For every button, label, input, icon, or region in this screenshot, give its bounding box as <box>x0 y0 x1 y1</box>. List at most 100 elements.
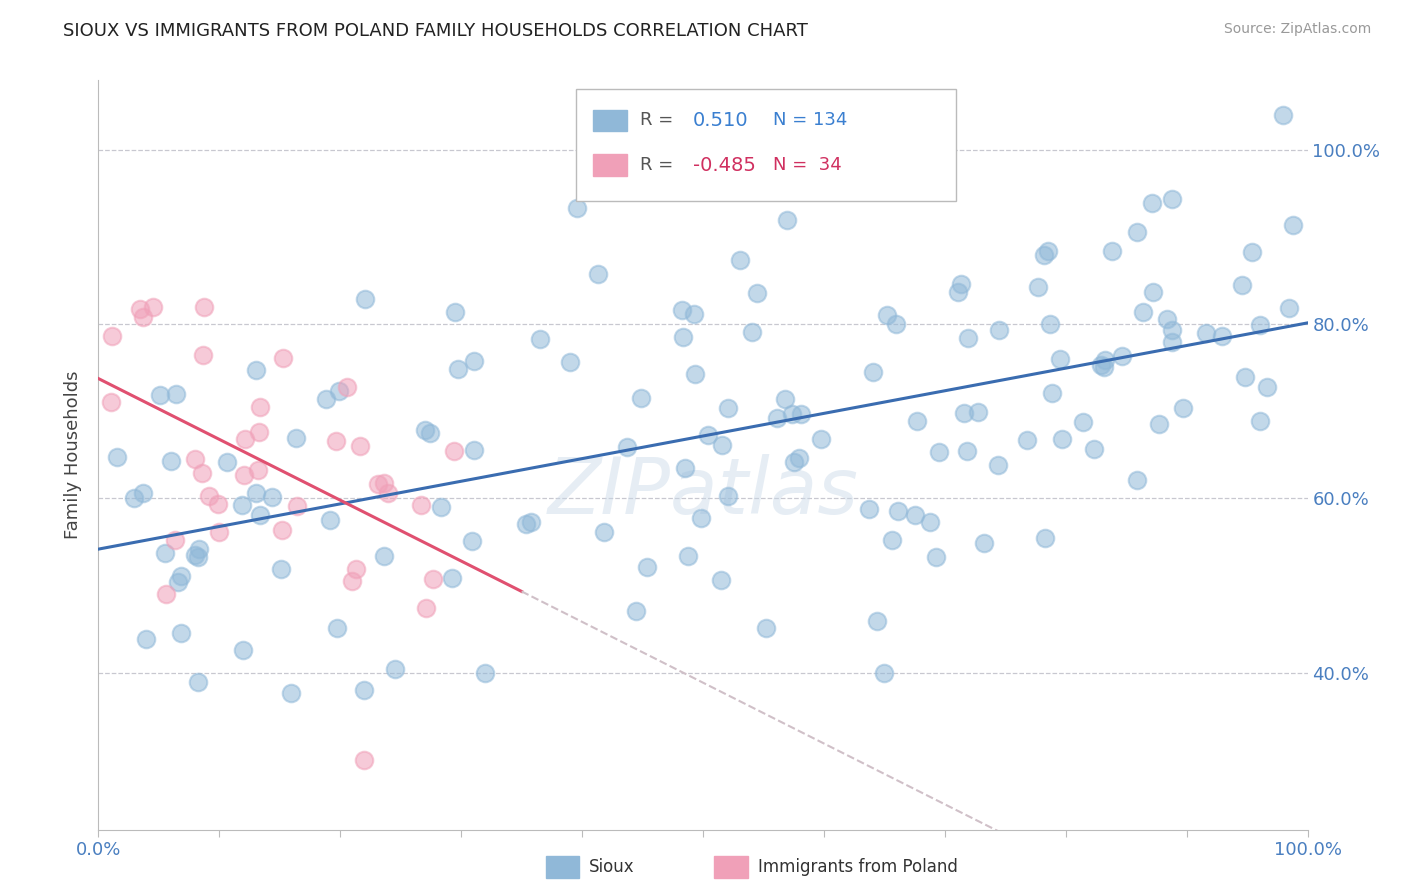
Point <box>429 500 451 515</box>
Y-axis label: Family Households: Family Households <box>65 371 83 539</box>
Point <box>689 510 711 524</box>
Point <box>443 305 465 319</box>
Point <box>866 614 889 628</box>
Point <box>249 508 271 523</box>
Text: R =: R = <box>640 112 679 129</box>
Point <box>319 513 342 527</box>
Point <box>683 368 706 382</box>
Point <box>697 428 720 442</box>
Point <box>132 310 155 325</box>
Point <box>273 351 295 365</box>
Point <box>630 392 652 406</box>
Point <box>207 497 229 511</box>
Point <box>949 277 972 291</box>
Point <box>520 516 543 530</box>
Point <box>184 452 207 467</box>
Point <box>160 454 183 468</box>
Point <box>780 407 803 421</box>
Point <box>165 387 187 401</box>
Point <box>208 524 231 539</box>
Point <box>1272 108 1295 122</box>
Point <box>461 533 484 548</box>
Point <box>135 632 157 646</box>
Point <box>193 300 215 314</box>
Text: Immigrants from Poland: Immigrants from Poland <box>758 858 957 876</box>
Text: Sioux: Sioux <box>589 858 634 876</box>
Point <box>973 536 995 550</box>
Text: Source: ZipAtlas.com: Source: ZipAtlas.com <box>1223 22 1371 37</box>
Point <box>373 476 395 491</box>
Point <box>636 560 658 574</box>
Point <box>1094 352 1116 367</box>
Point <box>1049 351 1071 366</box>
Point <box>586 267 609 281</box>
Point <box>810 432 832 446</box>
Point <box>858 502 880 516</box>
Point <box>1161 192 1184 206</box>
Point <box>246 463 269 477</box>
Point <box>422 572 444 586</box>
Text: N = 134: N = 134 <box>773 112 848 129</box>
Point <box>529 332 551 346</box>
Point <box>285 431 308 445</box>
Point <box>249 400 271 414</box>
Point <box>262 490 284 504</box>
Point <box>1126 225 1149 239</box>
Point <box>373 549 395 563</box>
Point <box>1036 244 1059 259</box>
Point <box>142 300 165 314</box>
Point <box>928 445 950 459</box>
Point <box>328 384 350 398</box>
Point <box>247 425 270 440</box>
Point <box>353 683 375 698</box>
Point <box>1173 401 1195 415</box>
Point <box>956 444 979 458</box>
Point <box>862 366 884 380</box>
Text: R =: R = <box>640 156 679 174</box>
Point <box>474 665 496 680</box>
Point <box>616 440 638 454</box>
Point <box>245 363 267 377</box>
Text: 0.510: 0.510 <box>693 111 749 130</box>
Point <box>101 328 124 343</box>
Point <box>918 516 941 530</box>
Point <box>413 423 436 437</box>
Point <box>122 491 145 505</box>
Point <box>1211 329 1233 343</box>
Point <box>215 455 238 469</box>
Point <box>1256 380 1278 394</box>
Point <box>169 569 191 583</box>
Point <box>163 533 186 547</box>
Point <box>418 425 440 440</box>
Point <box>149 388 172 402</box>
Point <box>129 301 152 316</box>
Point <box>1282 218 1305 232</box>
Point <box>270 561 292 575</box>
Point <box>1132 305 1154 319</box>
Point <box>1249 318 1271 332</box>
Point <box>952 406 974 420</box>
Point <box>967 405 990 419</box>
Point <box>1101 244 1123 259</box>
Point <box>155 587 177 601</box>
Point <box>766 411 789 425</box>
Point <box>873 665 896 680</box>
Point <box>340 574 363 588</box>
Point <box>676 549 699 563</box>
Point <box>233 432 256 446</box>
Text: ZIPatlas: ZIPatlas <box>547 454 859 531</box>
Point <box>377 486 399 500</box>
Point <box>1033 531 1056 545</box>
Point <box>315 392 337 406</box>
Point <box>884 317 907 331</box>
Point <box>167 574 190 589</box>
Point <box>344 562 367 576</box>
Point <box>232 643 254 657</box>
Point <box>1230 278 1253 293</box>
Point <box>887 504 910 518</box>
Point <box>710 573 733 587</box>
Point <box>384 662 406 676</box>
Point <box>349 439 371 453</box>
Point <box>672 330 695 344</box>
Point <box>367 477 389 491</box>
